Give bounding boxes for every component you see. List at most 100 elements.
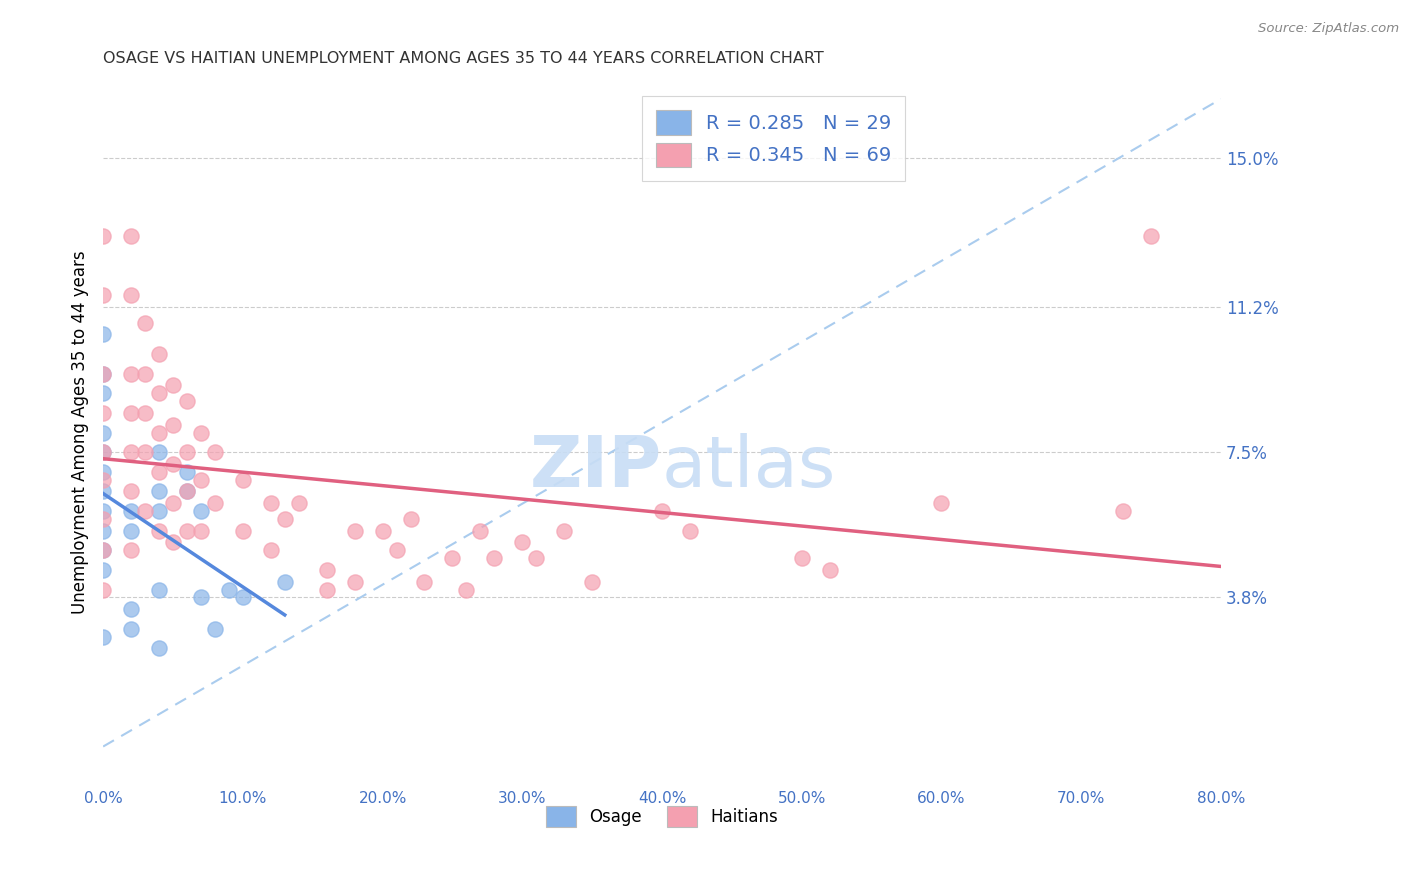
Point (148, 484, 170, 499)
Point (91, 524, 114, 538)
Point (148, 465, 170, 479)
Point (260, 543, 283, 558)
Y-axis label: Unemployment Among Ages 35 to 44 years: Unemployment Among Ages 35 to 44 years (72, 251, 89, 615)
Point (120, 504, 142, 518)
Point (162, 496, 184, 510)
Point (190, 524, 212, 538)
Point (343, 574, 366, 589)
Point (91, 582, 114, 597)
Point (148, 386, 170, 401)
Point (679, 524, 702, 538)
Point (91, 630, 114, 644)
Point (91, 563, 114, 577)
Point (176, 524, 198, 538)
Point (148, 445, 170, 459)
Point (120, 602, 142, 616)
Point (120, 229, 142, 244)
Point (148, 524, 170, 538)
Point (148, 504, 170, 518)
Point (399, 512, 422, 526)
Point (134, 445, 156, 459)
Point (148, 582, 170, 597)
Point (91, 406, 114, 420)
Point (218, 582, 240, 597)
Point (176, 394, 198, 409)
Point (484, 551, 506, 566)
Point (232, 524, 254, 538)
Point (91, 543, 114, 558)
Point (91, 386, 114, 401)
Point (190, 425, 212, 440)
Point (91, 504, 114, 518)
Point (134, 504, 156, 518)
Text: Source: ZipAtlas.com: Source: ZipAtlas.com (1258, 22, 1399, 36)
Point (134, 367, 156, 381)
Point (162, 417, 184, 432)
Text: atlas: atlas (662, 434, 837, 502)
Point (385, 543, 408, 558)
Point (176, 484, 198, 499)
Point (274, 574, 297, 589)
Point (1112, 504, 1135, 518)
Point (553, 524, 575, 538)
Point (1140, 229, 1163, 244)
Point (162, 535, 184, 549)
Point (134, 316, 156, 330)
Legend: Osage, Haitians: Osage, Haitians (540, 799, 785, 834)
Point (510, 535, 533, 549)
Point (120, 524, 142, 538)
Point (91, 288, 114, 302)
Point (91, 445, 114, 459)
Point (148, 347, 170, 361)
Point (204, 622, 226, 636)
Point (120, 367, 142, 381)
Point (91, 445, 114, 459)
Point (274, 512, 297, 526)
Point (413, 574, 436, 589)
Point (120, 543, 142, 558)
Point (232, 591, 254, 605)
Point (120, 406, 142, 420)
Point (91, 327, 114, 342)
Point (190, 591, 212, 605)
Point (91, 465, 114, 479)
Point (120, 622, 142, 636)
Point (176, 484, 198, 499)
Point (371, 524, 394, 538)
Point (134, 406, 156, 420)
Point (148, 425, 170, 440)
Point (651, 504, 673, 518)
Point (91, 425, 114, 440)
Point (176, 465, 198, 479)
Point (315, 563, 337, 577)
Point (120, 445, 142, 459)
Point (441, 551, 464, 566)
Point (818, 563, 841, 577)
Point (790, 551, 813, 566)
Point (204, 445, 226, 459)
Text: OSAGE VS HAITIAN UNEMPLOYMENT AMONG AGES 35 TO 44 YEARS CORRELATION CHART: OSAGE VS HAITIAN UNEMPLOYMENT AMONG AGES… (103, 51, 824, 66)
Text: ZIP: ZIP (530, 434, 662, 502)
Point (120, 288, 142, 302)
Point (931, 496, 953, 510)
Point (190, 473, 212, 487)
Point (91, 484, 114, 499)
Point (456, 582, 478, 597)
Point (232, 473, 254, 487)
Point (204, 496, 226, 510)
Point (470, 524, 492, 538)
Point (581, 574, 603, 589)
Point (148, 641, 170, 656)
Point (91, 229, 114, 244)
Point (287, 496, 309, 510)
Point (260, 496, 283, 510)
Point (190, 504, 212, 518)
Point (91, 543, 114, 558)
Point (91, 367, 114, 381)
Point (524, 551, 547, 566)
Point (162, 457, 184, 471)
Point (91, 367, 114, 381)
Point (343, 524, 366, 538)
Point (176, 445, 198, 459)
Point (120, 484, 142, 499)
